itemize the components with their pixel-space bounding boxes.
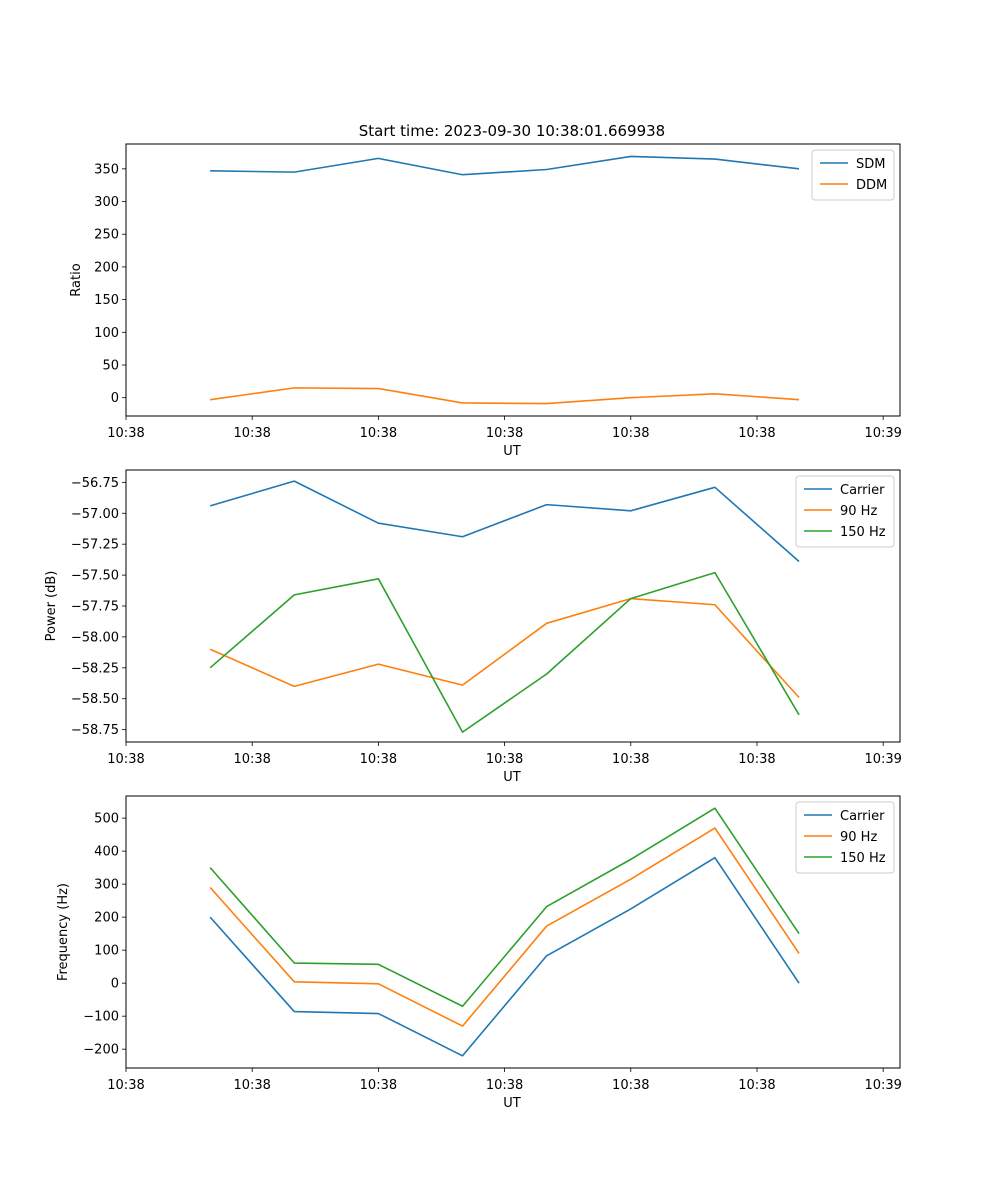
x-tick-label: 10:38 <box>360 426 397 441</box>
y-tick-label: −57.50 <box>71 569 119 584</box>
chart-panel-1: 0 50 100 150 200 250 300 350 10:38 10:38 10:38 10:3… <box>69 143 902 459</box>
series-line-carrier <box>209 856 800 1057</box>
y-tick-label: 500 <box>94 812 119 827</box>
legend-label-150-hz: 150 Hz <box>840 851 886 866</box>
legend-label-150-hz: 150 Hz <box>840 525 886 540</box>
x-tick-label: 10:38 <box>612 1078 649 1093</box>
x-tick-label: 10:38 <box>738 426 775 441</box>
x-tick-label: 10:38 <box>612 752 649 767</box>
x-axis-label: UT <box>503 770 521 785</box>
axes-frame <box>125 143 901 417</box>
x-tick-label: 10:38 <box>738 752 775 767</box>
x-tick-label: 10:39 <box>864 426 901 441</box>
charts: 0 50 100 150 200 250 300 350 10:38 10:38 10:38 10:3… <box>44 143 902 1111</box>
x-axis-label: UT <box>503 444 521 459</box>
x-tick-label: 10:38 <box>738 1078 775 1093</box>
y-tick-label: 350 <box>94 162 119 177</box>
legend-box <box>795 475 895 548</box>
legend-label-sdm: SDM <box>856 157 885 172</box>
y-tick-label: −200 <box>83 1043 119 1058</box>
chart-panel-3: −200 −100 0 100 200 300 400 500 10:38 10:38 10:38 1… <box>56 795 902 1111</box>
y-tick-label: 250 <box>94 228 119 243</box>
y-tick-label: 300 <box>94 195 119 210</box>
legend-box <box>795 801 895 874</box>
x-tick-label: 10:38 <box>612 426 649 441</box>
y-tick-label: 100 <box>94 944 119 959</box>
figure-title: Start time: 2023-09-30 10:38:01.669938 <box>359 122 665 140</box>
x-tick-label: 10:38 <box>360 1078 397 1093</box>
y-tick-label: 0 <box>111 391 119 406</box>
y-tick-label: 200 <box>94 911 119 926</box>
y-tick-label: −58.25 <box>71 661 119 676</box>
legend: SDM DDM <box>811 149 895 201</box>
legend-label-90-hz: 90 Hz <box>840 504 877 519</box>
x-tick-label: 10:38 <box>360 752 397 767</box>
series-line-sdm <box>210 155 800 176</box>
x-axis-label: UT <box>503 1096 521 1111</box>
x-tick-label: 10:38 <box>486 426 523 441</box>
y-tick-label: 150 <box>94 293 119 308</box>
y-tick-label: −57.75 <box>71 600 119 615</box>
series-line-90-hz <box>209 597 800 699</box>
y-tick-label: 50 <box>102 359 119 374</box>
series-line-ddm <box>210 387 800 405</box>
axes-frame <box>125 795 901 1069</box>
series-line-carrier <box>209 480 800 563</box>
legend: Carrier 90 Hz 150 Hz <box>795 475 895 548</box>
x-tick-label: 10:38 <box>233 1078 270 1093</box>
y-tick-label: −58.50 <box>71 692 119 707</box>
y-tick-label: 100 <box>94 326 119 341</box>
y-tick-label: −58.75 <box>71 723 119 738</box>
legend-label-carrier: Carrier <box>840 483 885 498</box>
legend-label-ddm: DDM <box>856 178 887 193</box>
y-tick-label: 400 <box>94 845 119 860</box>
x-tick-label: 10:38 <box>486 752 523 767</box>
y-axis-label: Ratio <box>69 263 84 296</box>
y-tick-label: −58.00 <box>71 630 119 645</box>
legend: Carrier 90 Hz 150 Hz <box>795 801 895 874</box>
y-tick-label: −56.75 <box>71 476 119 491</box>
legend-label-carrier: Carrier <box>840 809 885 824</box>
series-line-150-hz <box>209 571 800 733</box>
legend-label-90-hz: 90 Hz <box>840 830 877 845</box>
y-tick-label: −57.25 <box>71 538 119 553</box>
y-tick-label: −57.00 <box>71 507 119 522</box>
y-axis-label: Power (dB) <box>44 571 59 642</box>
series-line-150-hz <box>209 807 800 1008</box>
series-line-90-hz <box>209 827 800 1027</box>
y-tick-label: 0 <box>111 977 119 992</box>
x-tick-label: 10:38 <box>107 426 144 441</box>
y-tick-label: −100 <box>83 1010 119 1025</box>
x-tick-label: 10:38 <box>486 1078 523 1093</box>
y-tick-label: 300 <box>94 878 119 893</box>
chart-panel-2: −58.75 −58.50 −58.25 −58.00 −57.75 −57.50 −57.… <box>44 469 902 785</box>
axes-frame <box>125 469 901 743</box>
x-tick-label: 10:38 <box>107 752 144 767</box>
x-tick-label: 10:38 <box>233 752 270 767</box>
x-tick-label: 10:39 <box>864 752 901 767</box>
y-tick-label: 200 <box>94 260 119 275</box>
y-axis-label: Frequency (Hz) <box>56 883 71 981</box>
x-tick-label: 10:38 <box>107 1078 144 1093</box>
x-tick-label: 10:39 <box>864 1078 901 1093</box>
x-tick-label: 10:38 <box>233 426 270 441</box>
